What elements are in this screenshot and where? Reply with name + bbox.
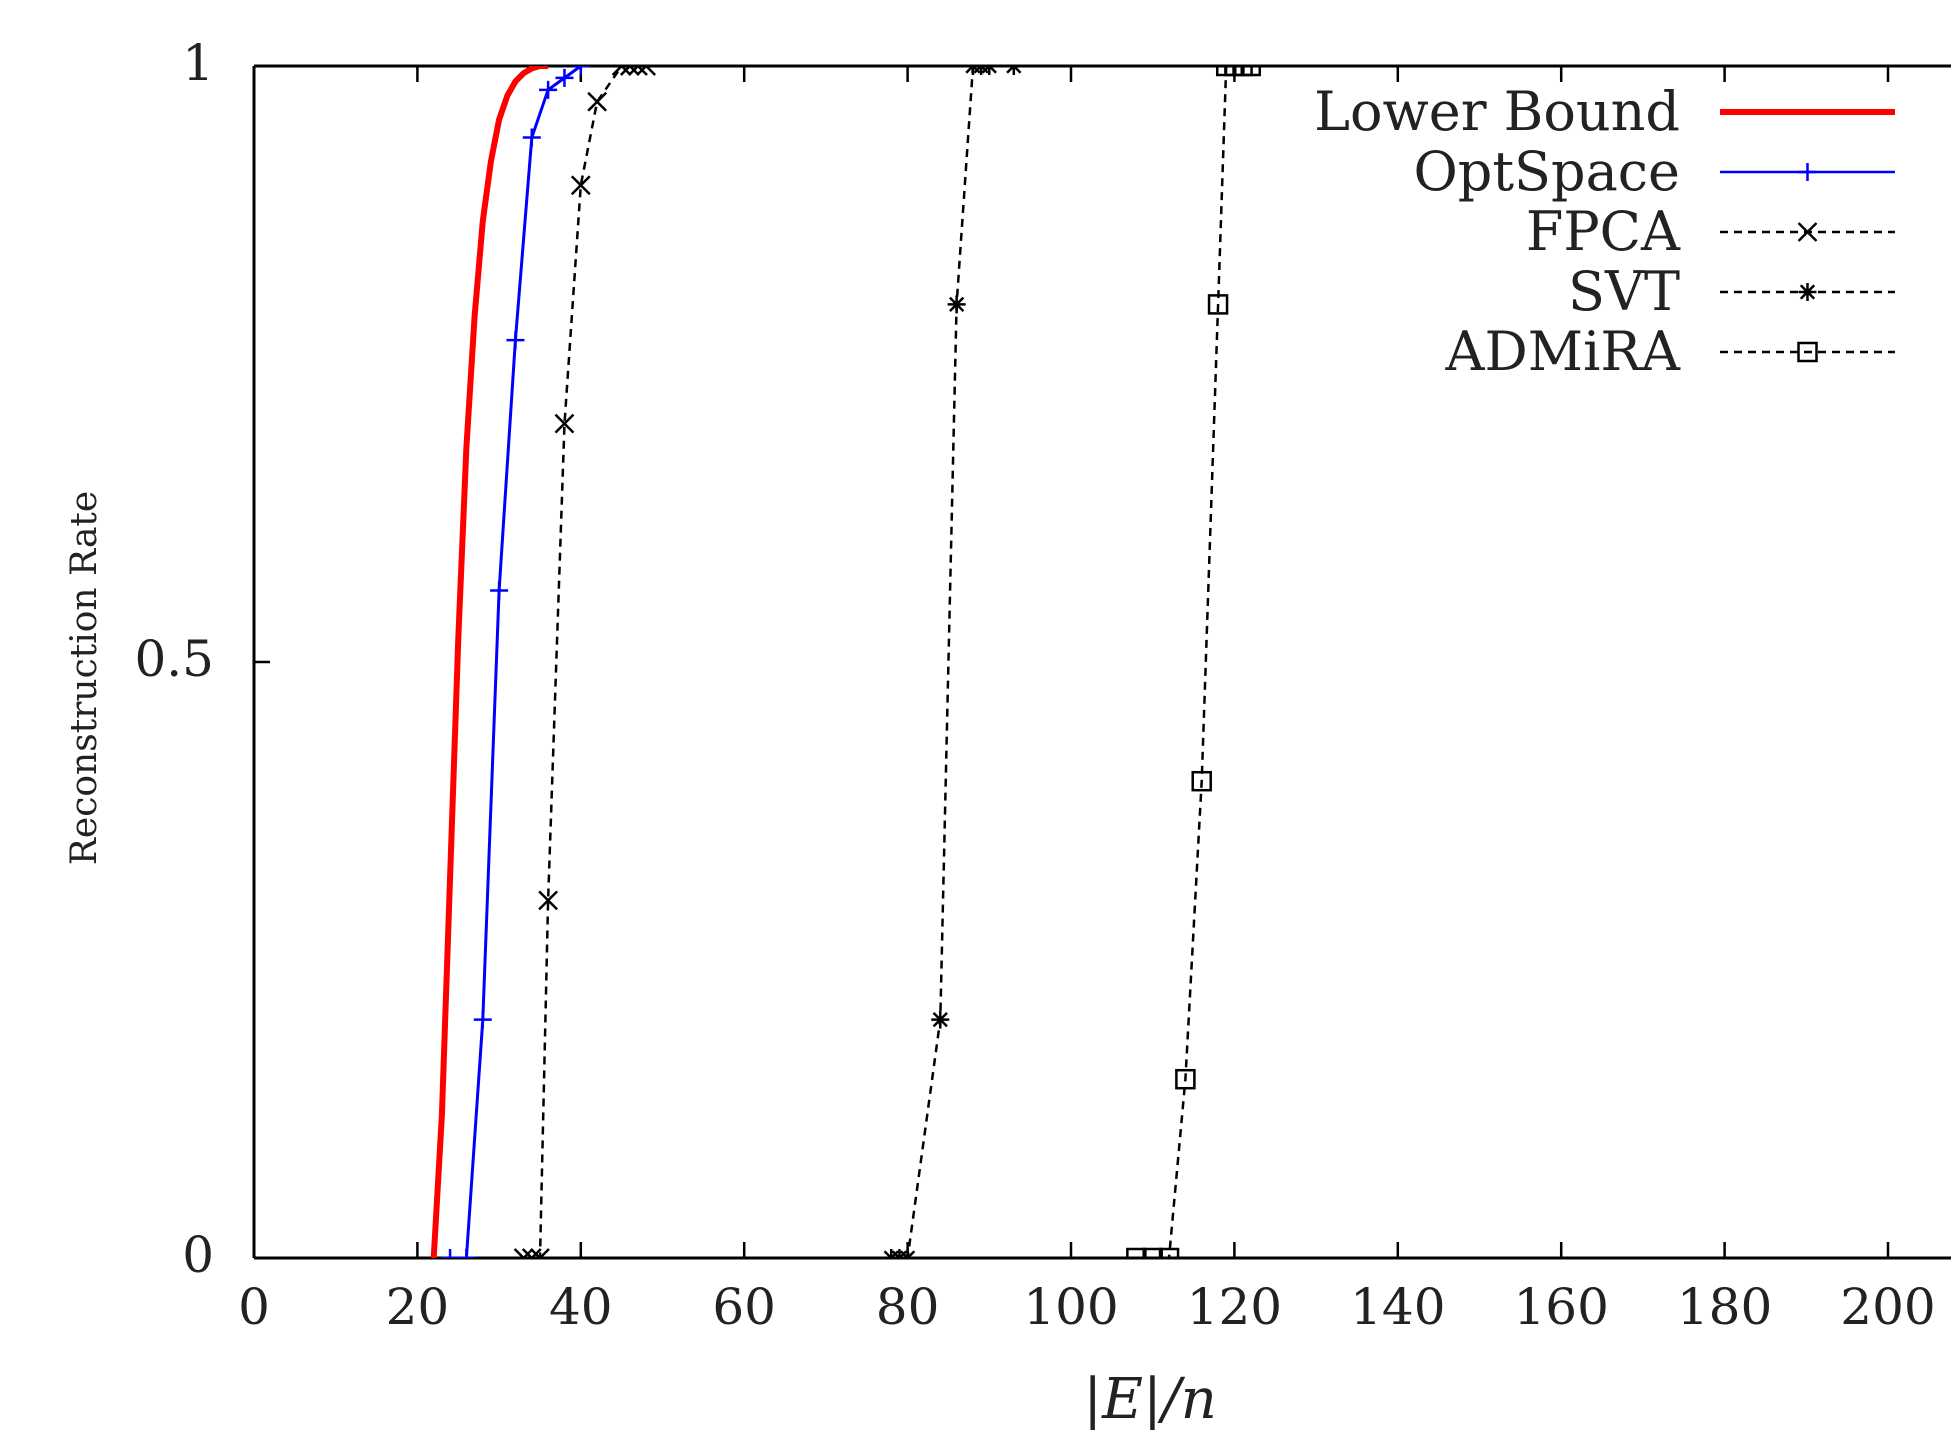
- y-tick-label: 0: [182, 1226, 214, 1284]
- series-admira: [1126, 66, 1261, 1258]
- x-tick-label: 140: [1350, 1278, 1445, 1336]
- data-point: [1142, 1247, 1163, 1258]
- plot-frame: [252, 64, 1951, 1260]
- y-axis-ticks: 00.51: [134, 34, 270, 1284]
- series-fpca: [513, 66, 657, 1258]
- y-tick-label: 1: [182, 34, 214, 92]
- data-point: [947, 295, 966, 314]
- y-tick-label: 0.5: [134, 630, 214, 688]
- x-tick-label: 100: [1023, 1278, 1118, 1336]
- x-tick-label: 0: [238, 1278, 270, 1336]
- legend-label: Lower Bound: [1314, 80, 1680, 143]
- x-axis-label: |E|/n: [1083, 1367, 1217, 1430]
- legend-item: SVT: [1568, 260, 1895, 323]
- series-svt: [882, 66, 1023, 1258]
- legend-marker: [1797, 222, 1818, 242]
- legend-item: ADMiRA: [1444, 320, 1895, 383]
- legend-marker: [1797, 341, 1818, 363]
- data-point: [530, 1248, 550, 1258]
- data-point: [619, 66, 640, 76]
- data-point: [1240, 66, 1261, 77]
- data-point: [636, 66, 657, 76]
- data-point: [611, 66, 632, 76]
- data-point: [1158, 1247, 1180, 1258]
- x-tick-label: 60: [712, 1278, 776, 1336]
- data-point: [1126, 1247, 1147, 1258]
- data-point: [1004, 66, 1023, 75]
- legend-label: SVT: [1568, 260, 1680, 323]
- data-point: [538, 890, 559, 911]
- data-point: [1207, 294, 1229, 315]
- x-tick-label: 40: [549, 1278, 613, 1336]
- x-tick-label: 160: [1513, 1278, 1608, 1336]
- data-point: [513, 1248, 534, 1258]
- legend-label: FPCA: [1526, 200, 1681, 263]
- series-line: [1136, 66, 1251, 1258]
- data-point: [1191, 770, 1212, 792]
- data-point: [554, 413, 575, 434]
- data-point: [570, 175, 591, 196]
- data-point: [473, 1010, 492, 1029]
- legend-item: OptSpace: [1414, 140, 1895, 203]
- legend-item: FPCA: [1526, 200, 1895, 263]
- legend-label: OptSpace: [1414, 140, 1681, 203]
- data-point: [522, 128, 541, 147]
- series-line: [523, 66, 647, 1258]
- legend-marker: [1798, 283, 1817, 301]
- data-point: [931, 1010, 950, 1029]
- series-lower-bound: [430, 66, 549, 1258]
- x-axis-ticks: 0 20 40 60 80 100 120 140 160 180 200: [238, 66, 1936, 1336]
- x-tick-label: 180: [1677, 1278, 1772, 1336]
- data-point: [539, 80, 558, 99]
- x-tick-label: 80: [876, 1278, 940, 1336]
- data-point: [1175, 1068, 1196, 1090]
- legend-marker: [1798, 163, 1817, 181]
- data-point: [555, 68, 574, 87]
- data-point: [457, 1249, 476, 1258]
- data-point: [571, 66, 590, 75]
- data-point: [628, 66, 648, 76]
- y-axis-label: Reconstruction Rate: [64, 491, 105, 865]
- data-point: [441, 1249, 460, 1258]
- series-line: [891, 66, 1014, 1258]
- data-point: [506, 331, 525, 350]
- series-layer: [430, 66, 1261, 1258]
- data-point: [898, 1249, 917, 1258]
- data-point: [587, 91, 608, 112]
- series-optspace: [441, 66, 590, 1258]
- series-line: [430, 66, 549, 1258]
- legend-item: Lower Bound: [1314, 80, 1895, 143]
- x-tick-label: 200: [1840, 1278, 1935, 1336]
- data-point: [521, 1248, 542, 1258]
- data-point: [490, 581, 509, 600]
- legend-label: ADMiRA: [1444, 320, 1681, 383]
- x-tick-label: 20: [386, 1278, 450, 1336]
- x-tick-label: 120: [1187, 1278, 1282, 1336]
- series-line: [450, 66, 582, 1258]
- data-point: [980, 66, 999, 75]
